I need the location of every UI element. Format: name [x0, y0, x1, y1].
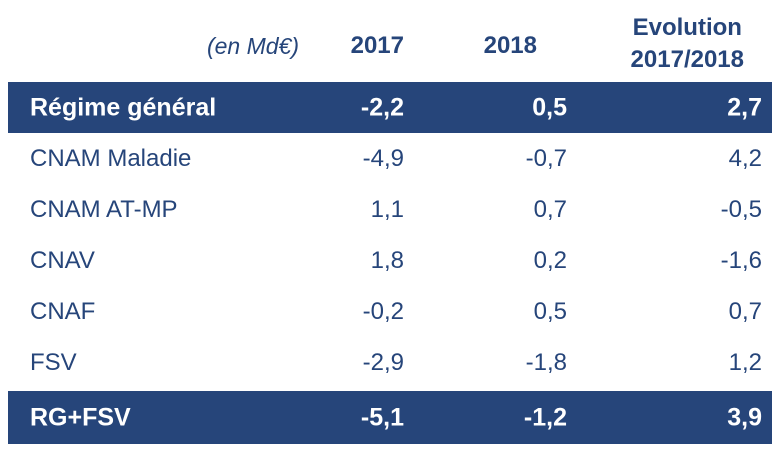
- value-2018: 0,2: [533, 246, 567, 274]
- column-header-evolution: Evolution 2017/2018: [631, 12, 744, 76]
- value-2018: -1,2: [523, 403, 567, 431]
- regime-general-row: Régime général -2,2 0,5 2,7: [8, 82, 772, 133]
- unit-label: (en Md€): [206, 33, 299, 59]
- row-label: FSV: [30, 348, 77, 376]
- value-evolution: -1,6: [720, 246, 762, 274]
- value-evolution: 4,2: [728, 144, 762, 172]
- column-header-row: (en Md€) 2017 2018 Evolution 2017/2018: [8, 0, 772, 82]
- row-label: RG+FSV: [30, 403, 131, 431]
- column-header-2018: 2018: [483, 32, 537, 59]
- value-2018: 0,7: [533, 195, 567, 223]
- table-row: CNAV 1,8 0,2 -1,6: [8, 235, 772, 286]
- column-header-evolution-line1: Evolution: [632, 14, 742, 41]
- table-row: FSV -2,9 -1,8 1,2: [8, 337, 772, 388]
- row-label: CNAV: [30, 246, 95, 274]
- value-2018: -0,7: [525, 144, 567, 172]
- value-2018: 0,5: [533, 297, 567, 325]
- value-2018: 0,5: [532, 93, 567, 121]
- deficit-table: (en Md€) 2017 2018 Evolution 2017/2018 R…: [8, 0, 772, 444]
- row-label: CNAM AT-MP: [30, 195, 178, 223]
- table-row: CNAM Maladie -4,9 -0,7 4,2: [8, 133, 772, 184]
- value-2017: 1,1: [370, 195, 404, 223]
- value-evolution: -0,5: [720, 195, 762, 223]
- value-2017: -0,2: [362, 297, 404, 325]
- row-label: CNAM Maladie: [30, 144, 192, 172]
- value-2017: -2,2: [360, 93, 404, 121]
- table-row: CNAM AT-MP 1,1 0,7 -0,5: [8, 184, 772, 235]
- rg-fsv-total-row: RG+FSV -5,1 -1,2 3,9: [8, 391, 772, 444]
- table-row: CNAF -0,2 0,5 0,7: [8, 286, 772, 337]
- column-header-2017: 2017: [350, 32, 404, 59]
- row-label: Régime général: [30, 93, 217, 121]
- value-2017: -4,9: [362, 144, 404, 172]
- value-evolution: 3,9: [727, 403, 762, 431]
- value-2017: 1,8: [370, 246, 404, 274]
- column-header-evolution-line2: 2017/2018: [630, 46, 744, 73]
- row-label: CNAF: [30, 297, 96, 325]
- value-evolution: 0,7: [728, 297, 762, 325]
- value-evolution: 1,2: [728, 348, 762, 376]
- value-2017: -5,1: [360, 403, 404, 431]
- value-evolution: 2,7: [727, 93, 762, 121]
- value-2017: -2,9: [362, 348, 404, 376]
- value-2018: -1,8: [525, 348, 567, 376]
